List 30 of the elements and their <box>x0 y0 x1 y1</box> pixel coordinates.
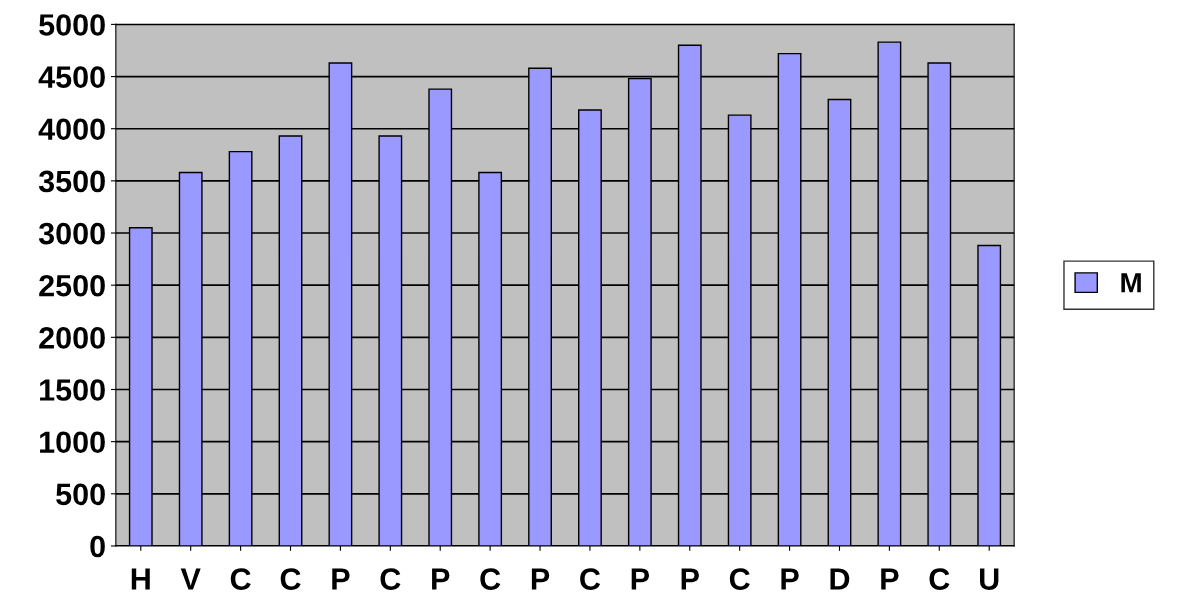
y-tick-label: 2000 <box>39 327 105 349</box>
x-tick-label: P <box>681 568 699 590</box>
x-tick-label: C <box>580 568 601 590</box>
x-tick-label: D <box>830 568 850 590</box>
x-tick-label: H <box>131 568 150 590</box>
y-tick-label: 1000 <box>40 431 105 454</box>
y-tick-label: 1500 <box>40 379 105 401</box>
y-tick-label: 3000 <box>38 222 105 245</box>
y-tick-label: 0 <box>90 535 105 558</box>
x-tick-label: P <box>781 568 799 590</box>
x-tick-label: C <box>729 568 750 590</box>
y-tick-label: 5000 <box>39 14 105 36</box>
x-tick-label: P <box>531 568 550 590</box>
legend-label: M <box>1121 273 1141 293</box>
x-tick-label: C <box>480 568 501 590</box>
x-tick-label: C <box>230 568 251 590</box>
x-tick-label: V <box>180 568 201 590</box>
y-tick-label: 4500 <box>38 66 105 88</box>
x-tick-label: C <box>929 568 950 590</box>
x-tick-label: P <box>881 568 899 590</box>
y-tick-label: 3500 <box>38 170 105 193</box>
y-tick-label: 500 <box>56 483 105 506</box>
x-tick-label: C <box>280 568 301 590</box>
x-tick-label: P <box>332 568 350 590</box>
x-tick-label: C <box>380 568 401 590</box>
x-tick-label: P <box>631 568 649 590</box>
y-tick-label: 4000 <box>38 118 105 141</box>
y-tick-label: 2500 <box>39 274 105 297</box>
x-tick-label: P <box>432 568 450 590</box>
x-tick-label: U <box>980 568 999 590</box>
